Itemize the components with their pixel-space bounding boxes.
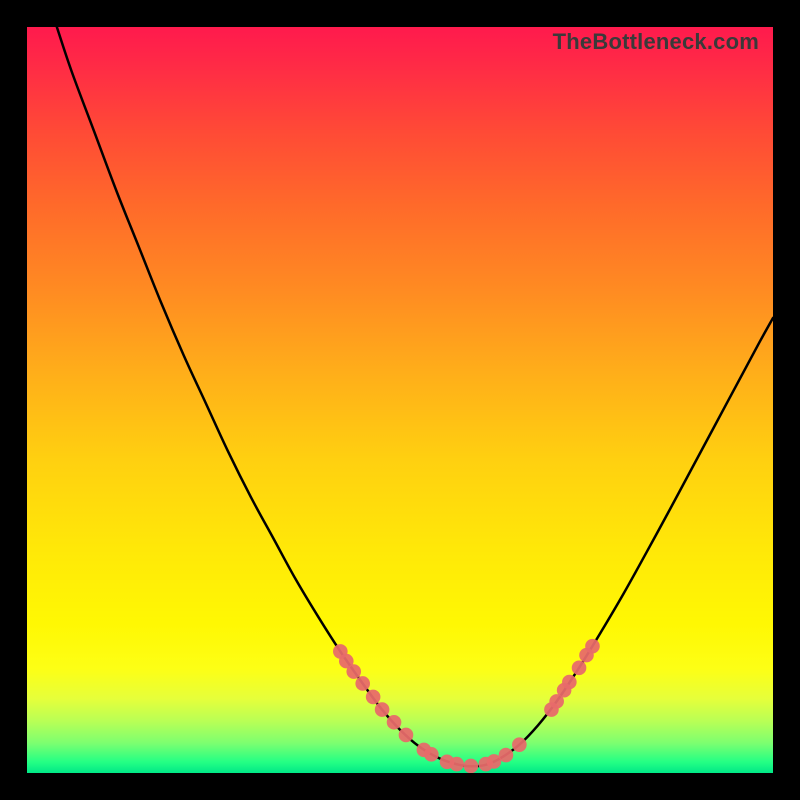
chart-plot-area: TheBottleneck.com (27, 27, 773, 773)
watermark-text: TheBottleneck.com (553, 29, 759, 55)
chart-frame: TheBottleneck.com (0, 0, 800, 800)
chart-data-points (27, 27, 773, 773)
